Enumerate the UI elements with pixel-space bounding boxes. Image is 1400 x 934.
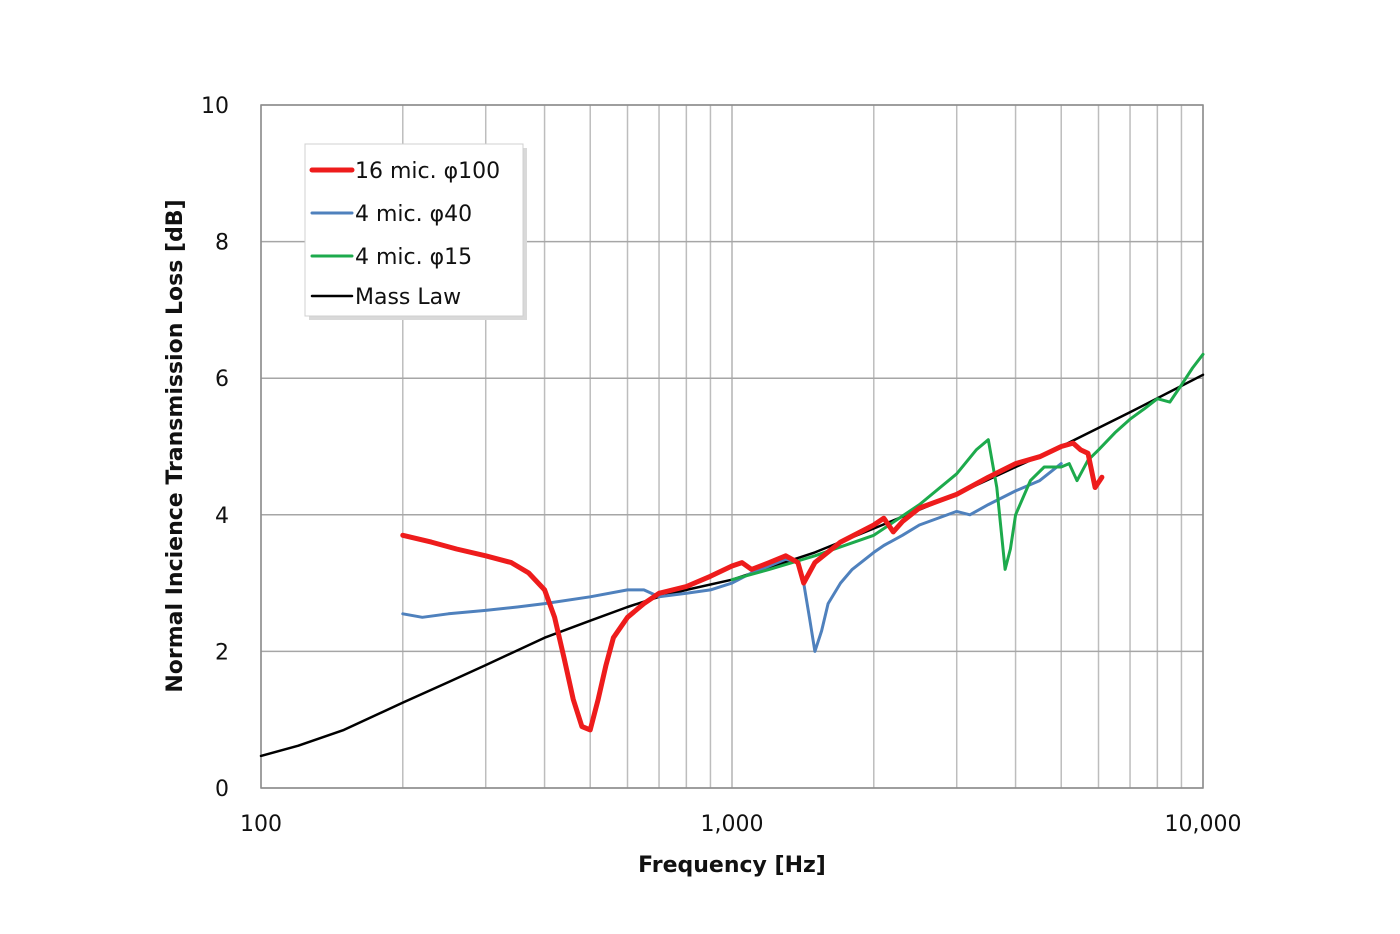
- y-tick-label: 10: [201, 94, 229, 119]
- legend-label: 4 mic. φ40: [355, 202, 472, 227]
- y-tick-label: 0: [215, 777, 229, 802]
- y-tick-label: 6: [215, 367, 229, 392]
- x-tick-label: 1,000: [701, 812, 764, 837]
- x-tick-label: 10,000: [1165, 812, 1242, 837]
- y-tick-label: 8: [215, 231, 229, 256]
- legend: 16 mic. φ100 4 mic. φ40 4 mic. φ15 Mass Law: [304, 143, 527, 320]
- legend-label: 4 mic. φ15: [355, 245, 472, 270]
- plot-border: [260, 104, 1204, 789]
- tick-labels: 0 2 4 6 8 10 100 1,000 10,000: [201, 94, 1241, 837]
- legend-box: [304, 143, 524, 317]
- x-tick-label: 100: [240, 812, 282, 837]
- legend-items: 16 mic. φ100 4 mic. φ40 4 mic. φ15 Mass Law: [309, 159, 500, 310]
- series-line: [400, 440, 1105, 733]
- series-line: [730, 352, 1205, 582]
- x-axis-title: Frequency [Hz]: [638, 853, 826, 878]
- y-axis-title: Normal Incience Transmission Loss [dB]: [163, 199, 188, 692]
- series-group: [259, 352, 1205, 758]
- y-tick-label: 2: [215, 640, 229, 665]
- legend-label: Mass Law: [355, 285, 461, 310]
- y-tick-label: 4: [215, 504, 229, 529]
- legend-label: 16 mic. φ100: [355, 159, 500, 184]
